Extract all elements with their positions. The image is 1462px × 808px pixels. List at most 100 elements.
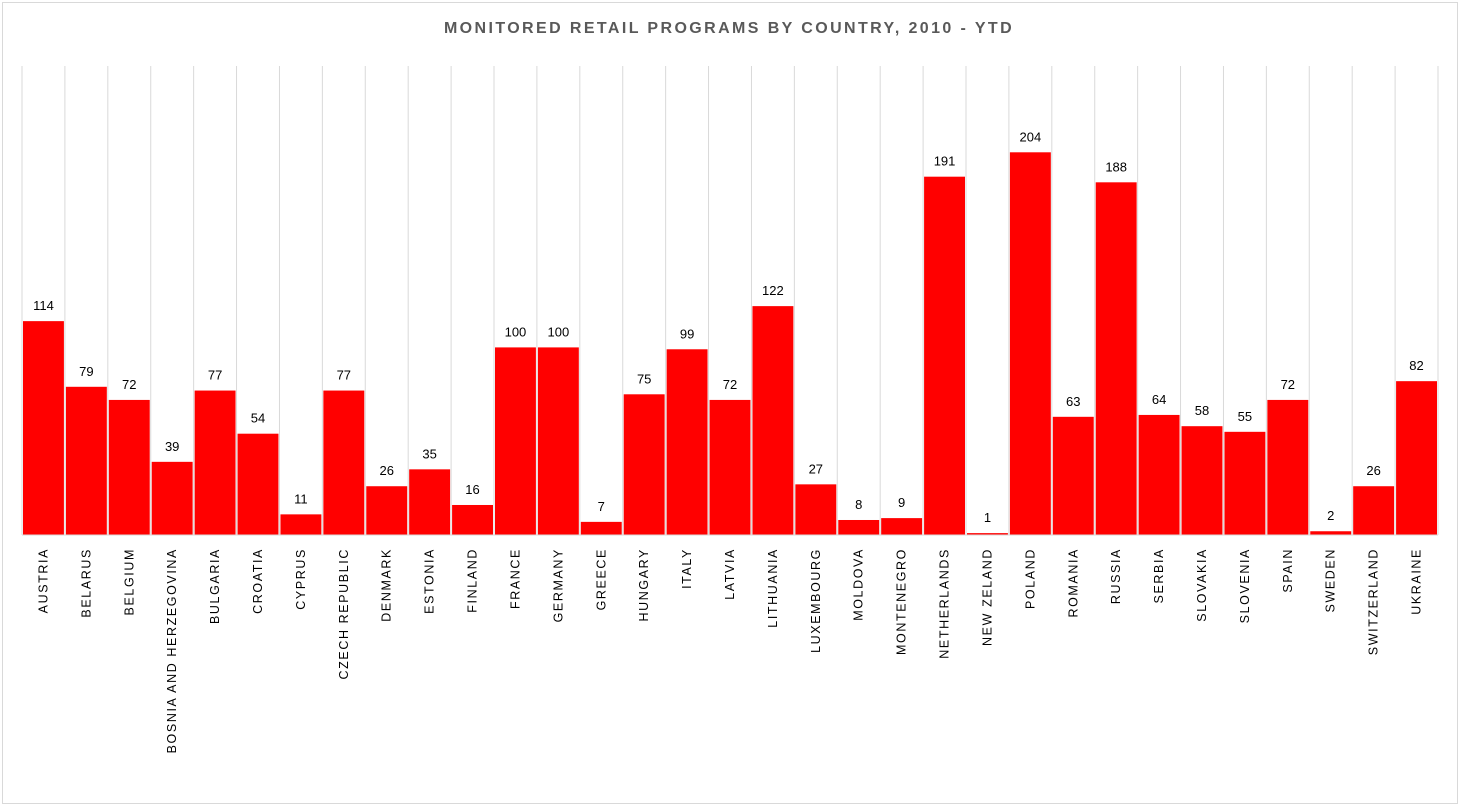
- x-tick-label: ESTONIA: [423, 548, 437, 614]
- bar-netherlands: [924, 176, 965, 535]
- data-label: 11: [294, 491, 308, 506]
- bar-luxembourg: [795, 484, 837, 535]
- bar-denmark: [366, 486, 408, 535]
- bar-russia: [1095, 182, 1137, 535]
- data-label: 77: [208, 368, 222, 383]
- data-label: 188: [1105, 159, 1127, 174]
- x-tick-label: GERMANY: [551, 548, 565, 622]
- x-tick-label: MOLDOVA: [852, 548, 866, 621]
- bar-romania: [1052, 416, 1094, 535]
- bar-switzerland: [1353, 486, 1395, 535]
- bar-spain: [1267, 399, 1309, 535]
- x-tick-label: AUSTRIA: [36, 548, 50, 613]
- data-label: 72: [122, 377, 136, 392]
- x-tick-label: GREECE: [594, 548, 608, 610]
- x-tick-label: UKRAINE: [1410, 548, 1424, 615]
- x-tick-label: SPAIN: [1281, 548, 1295, 593]
- x-tick-label: ROMANIA: [1066, 548, 1080, 618]
- data-label: 39: [165, 439, 179, 454]
- bar-bosnia-and-herzegovina: [151, 461, 193, 535]
- bar-new-zeland: [967, 533, 1008, 535]
- data-label: 191: [934, 154, 956, 169]
- bar-estonia: [409, 469, 451, 535]
- data-label: 7: [598, 499, 605, 514]
- x-tick-label: POLAND: [1023, 548, 1037, 609]
- x-tick-label: BOSNIA AND HERZEGOVINA: [165, 548, 179, 753]
- bars: [23, 152, 1437, 535]
- bar-belgium: [108, 399, 150, 535]
- bar-france: [495, 347, 536, 535]
- bar-austria: [23, 321, 64, 535]
- x-tick-label: CROATIA: [251, 548, 265, 614]
- x-tick-label: SLOVENIA: [1238, 548, 1252, 623]
- data-label: 100: [548, 324, 570, 339]
- data-label: 122: [762, 283, 784, 298]
- x-tick-label: SERBIA: [1152, 548, 1166, 603]
- bar-czech-republic: [323, 390, 365, 535]
- bar-bulgaria: [194, 390, 236, 535]
- data-label: 8: [855, 497, 862, 512]
- data-label: 72: [1281, 377, 1295, 392]
- data-labels: 114 79 72 39 77 54 11 77 26 35 16 100 100 7 75 99 72 122 2…: [33, 129, 1424, 525]
- data-label: 27: [809, 461, 823, 476]
- x-tick-label: DENMARK: [380, 548, 394, 622]
- bar-finland: [452, 504, 493, 535]
- bar-hungary: [623, 394, 665, 535]
- bar-moldova: [838, 519, 880, 535]
- bar-slovakia: [1181, 426, 1223, 535]
- bar-ukraine: [1396, 381, 1437, 535]
- x-tick-label: ITALY: [680, 548, 694, 589]
- data-label: 2: [1327, 508, 1334, 523]
- data-label: 54: [251, 411, 265, 426]
- gridlines: [21, 66, 1439, 535]
- data-label: 114: [33, 298, 54, 313]
- chart-title: MONITORED RETAIL PROGRAMS BY COUNTRY, 20…: [443, 20, 1015, 37]
- bar-germany: [537, 347, 579, 535]
- data-label: 9: [898, 495, 905, 510]
- data-label: 63: [1066, 394, 1080, 409]
- data-label: 79: [79, 364, 93, 379]
- bar-lithuania: [752, 306, 794, 535]
- x-axis-tick-labels: AUSTRIA BELARUS BELGIUM BOSNIA AND HERZEGOV…: [36, 548, 1423, 753]
- x-tick-label: LATVIA: [723, 548, 737, 600]
- x-tick-label: MONTENEGRO: [895, 548, 909, 655]
- x-tick-label: SWEDEN: [1324, 548, 1338, 612]
- data-label: 26: [1366, 463, 1380, 478]
- x-tick-label: BELARUS: [79, 548, 93, 618]
- bar-latvia: [709, 399, 751, 535]
- data-label: 55: [1238, 409, 1252, 424]
- x-tick-label: BELGIUM: [122, 548, 136, 615]
- data-label: 16: [465, 482, 479, 497]
- data-label: 35: [422, 446, 436, 461]
- data-label: 82: [1409, 358, 1423, 373]
- x-tick-label: HUNGARY: [637, 548, 651, 621]
- x-tick-label: NEW ZELAND: [980, 548, 994, 646]
- bar-sweden: [1310, 531, 1352, 535]
- x-tick-label: SWITZERLAND: [1367, 548, 1381, 655]
- x-tick-label: SLOVAKIA: [1195, 548, 1209, 622]
- bar-slovenia: [1224, 431, 1266, 535]
- data-label: 204: [1020, 129, 1042, 144]
- x-tick-label: LITHUANIA: [766, 548, 780, 628]
- data-label: 64: [1152, 392, 1166, 407]
- bar-serbia: [1138, 414, 1180, 535]
- x-tick-label: CYPRUS: [294, 548, 308, 610]
- bar-cyprus: [280, 514, 322, 535]
- data-label: 26: [379, 463, 393, 478]
- data-label: 77: [337, 368, 351, 383]
- data-label: 75: [637, 371, 651, 386]
- data-label: 58: [1195, 403, 1209, 418]
- x-tick-label: CZECH REPUBLIC: [337, 548, 351, 679]
- bar-montenegro: [881, 518, 923, 535]
- data-label: 72: [723, 377, 737, 392]
- x-tick-label: FRANCE: [508, 548, 522, 609]
- bar-belarus: [65, 386, 107, 535]
- bar-italy: [666, 349, 708, 535]
- data-label: 100: [505, 324, 527, 339]
- x-tick-label: LUXEMBOURG: [809, 548, 823, 653]
- x-tick-label: RUSSIA: [1109, 548, 1123, 604]
- bar-croatia: [237, 433, 279, 535]
- bar-poland: [1009, 152, 1051, 535]
- data-label: 99: [680, 326, 694, 341]
